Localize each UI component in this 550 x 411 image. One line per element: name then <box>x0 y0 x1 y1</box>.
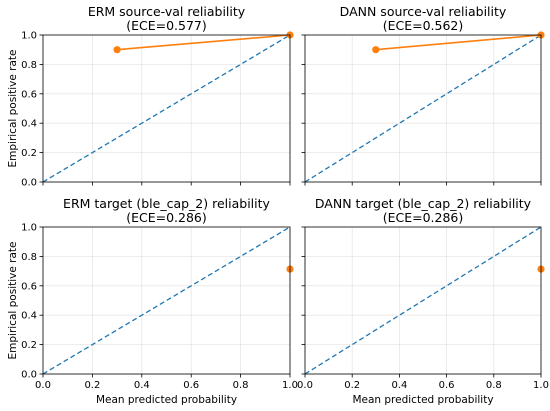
x-tick-label: 0.0 <box>297 380 313 391</box>
y-tick-label: 0.0 <box>21 178 37 189</box>
y-tick-label: 1.0 <box>21 223 37 234</box>
x-tick-label: 0.8 <box>233 380 249 391</box>
y-tick-label: 0.8 <box>21 252 37 263</box>
y-axis-label: Empirical positive rate <box>7 242 19 360</box>
x-tick-label: 0.6 <box>439 380 455 391</box>
reference-diagonal-line <box>304 34 542 183</box>
panel-title: ERM target (ble_cap_2) reliability <box>63 196 270 211</box>
series-point <box>372 46 380 54</box>
panel-title: DANN target (ble_cap_2) reliability <box>315 196 532 211</box>
y-tick-label: 0.0 <box>21 370 37 381</box>
axes-frame <box>42 226 291 375</box>
x-axis-label: Mean predicted probability <box>96 394 237 406</box>
x-tick-label: 0.4 <box>134 380 150 391</box>
x-tick-label: 0.0 <box>35 380 51 391</box>
panel-title: ERM source-val reliability <box>88 4 246 19</box>
series-point <box>113 46 121 54</box>
x-tick-label: 1.0 <box>533 380 549 391</box>
y-tick-label: 0.4 <box>21 311 37 322</box>
y-axis-label: Empirical positive rate <box>7 50 19 168</box>
panel-subtitle-ece: (ECE=0.562) <box>383 18 464 33</box>
y-tick-label: 1.0 <box>21 31 37 42</box>
reference-diagonal-line <box>42 226 291 375</box>
y-tick-label: 0.6 <box>21 281 37 292</box>
panel-3: 0.00.0 0.2 0.2 0.4 0.4 0.6 0.6 0.8 0.8 1.0 1.0 ERM … <box>7 196 298 406</box>
x-axis-label: Mean predicted probability <box>352 394 493 406</box>
axes-frame <box>304 226 542 375</box>
y-tick-label: 0.2 <box>21 148 37 159</box>
y-tick-label: 0.6 <box>21 89 37 100</box>
x-tick-label: 0.4 <box>391 380 407 391</box>
panel-2: DANN source-val reliability(ECE=0.562) <box>301 4 545 186</box>
panel-subtitle-ece: (ECE=0.286) <box>383 210 464 225</box>
panel-4: 0.0 0.2 0.4 0.6 0.8 1.0 DANN target (ble_cap_2… <box>297 196 549 406</box>
panel-subtitle-ece: (ECE=0.286) <box>126 210 207 225</box>
y-tick-label: 0.4 <box>21 119 37 130</box>
axes-frame <box>304 34 542 183</box>
series-line <box>117 34 291 51</box>
panel-1: 0.0 0.2 0.4 0.6 0.8 1.0 ERM source-val reliabi… <box>7 4 294 189</box>
panel-title: DANN source-val reliability <box>340 4 507 19</box>
x-tick-label: 1.0 <box>282 380 298 391</box>
y-tick-label: 0.2 <box>21 340 37 351</box>
axes-frame <box>42 34 291 183</box>
x-tick-label: 0.2 <box>344 380 360 391</box>
series-line <box>375 34 542 51</box>
panel-subtitle-ece: (ECE=0.577) <box>126 18 207 33</box>
reference-diagonal-line <box>42 34 291 183</box>
x-tick-label: 0.6 <box>183 380 199 391</box>
x-tick-label: 0.8 <box>486 380 502 391</box>
y-tick-label: 0.8 <box>21 60 37 71</box>
reference-diagonal-line <box>304 226 542 375</box>
x-tick-label: 0.2 <box>84 380 100 391</box>
